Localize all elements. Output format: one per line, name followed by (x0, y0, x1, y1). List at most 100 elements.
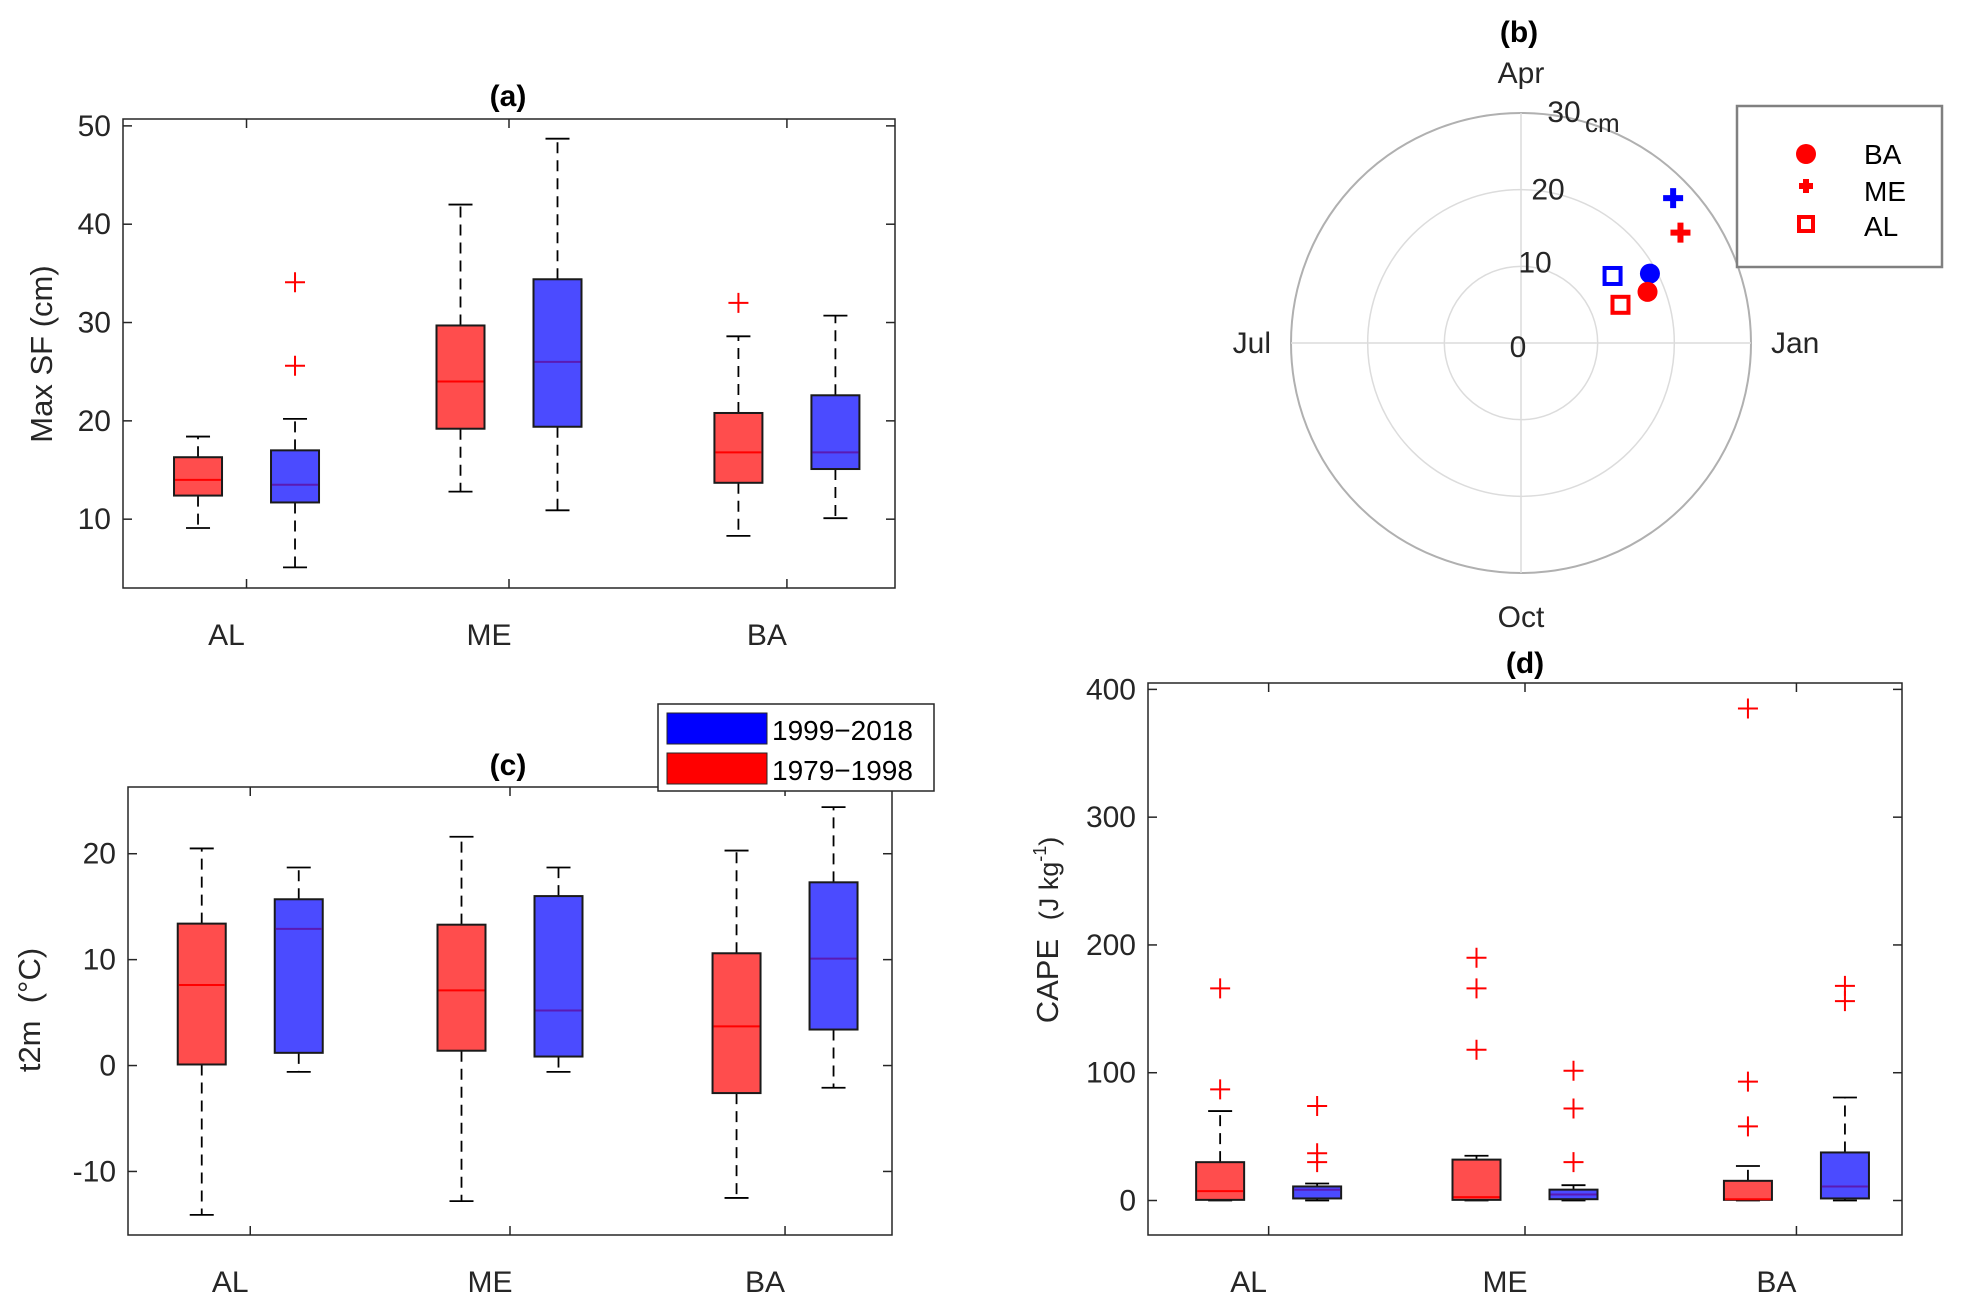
panel-a-title: (a) (490, 80, 527, 113)
y-tick-label: 10 (83, 944, 116, 977)
iqr-box (711, 952, 762, 1095)
outlier-marker (1466, 1039, 1487, 1060)
y-tick-label: 400 (1086, 673, 1136, 706)
polar-r-tick-label: 30 (1547, 96, 1580, 129)
x-category-label: AL (212, 1266, 249, 1299)
iqr-box (273, 898, 324, 1054)
polar-point-al-late (1602, 265, 1623, 286)
box-ba-late (810, 314, 861, 520)
iqr-box (435, 324, 486, 430)
iqr-box (1292, 1185, 1343, 1200)
y-tick-label: 10 (78, 503, 111, 536)
y-tick-label: 100 (1086, 1057, 1136, 1090)
outlier-marker (1307, 1095, 1328, 1116)
iqr-box (1195, 1161, 1246, 1201)
outlier-marker (285, 272, 306, 293)
iqr-box (533, 895, 584, 1058)
iqr-box (436, 923, 487, 1052)
box-me-late (533, 866, 584, 1073)
iqr-box (1451, 1158, 1502, 1201)
outlier-marker (1210, 978, 1231, 999)
x-category-label: BA (745, 1266, 785, 1299)
panel-a-plot-area: 10 20 30 40 50 AL ME BA (78, 110, 896, 652)
box-ba-early (711, 849, 762, 1199)
y-tick-label: 40 (78, 208, 111, 241)
panel-d-ylabel-close: ) (1034, 837, 1064, 846)
polar-r-tick-label: 0 (1510, 331, 1527, 364)
y-tick-label: -10 (73, 1155, 116, 1188)
box-ba-early (1722, 698, 1773, 1202)
x-category-label: ME (468, 1266, 513, 1299)
legend-marker-plus (1799, 179, 1813, 193)
outlier-marker (1307, 1143, 1328, 1164)
panel-c-t2m-boxplot: (c) t2m (°C) -10 0 10 20 AL ME BA 1999−2018 19… (12, 703, 935, 1299)
polar-r-tick-label: 10 (1518, 246, 1551, 279)
iqr-box (808, 881, 859, 1031)
y-tick-label: 30 (78, 307, 111, 340)
y-tick-label: 50 (78, 110, 111, 143)
box-me-early (1451, 947, 1502, 1202)
legend-label-ba: BA (1864, 139, 1902, 170)
outlier-marker (1737, 1071, 1758, 1092)
panel-a-max-snowfall-boxplot: (a) Max SF (cm) 10 20 30 40 50 AL ME BA (24, 80, 896, 652)
iqr-box (713, 411, 764, 484)
polar-point-al-early (1610, 294, 1631, 315)
polar-angle-label-oct: Oct (1498, 601, 1545, 634)
polar-unit-label: cm (1585, 108, 1620, 138)
box-me-early (436, 835, 487, 1203)
polar-r-tick-label: 20 (1531, 174, 1564, 207)
iqr-box (1722, 1179, 1773, 1201)
box-ba-late (808, 806, 859, 1089)
legend-swatch-1999-2018 (666, 712, 768, 745)
outlier-marker (1737, 1116, 1758, 1137)
iqr-box (532, 278, 583, 428)
box-al-early (1195, 978, 1246, 1202)
outlier-marker (1466, 978, 1487, 999)
box-me-late (532, 137, 583, 512)
panel-d-ylabel-sup: -1 (1030, 846, 1050, 862)
box-ba-late (1819, 975, 1870, 1202)
iqr-box (810, 394, 861, 471)
outlier-marker (1563, 1060, 1584, 1081)
legend-box (1735, 104, 1944, 269)
box-al-early (173, 435, 224, 529)
x-category-label: AL (1230, 1266, 1267, 1299)
panel-c-ylabel: t2m (°C) (12, 948, 47, 1072)
box-al-late (270, 272, 321, 569)
panel-b-title: (b) (1500, 16, 1538, 49)
legend-swatch-1979-1998 (666, 752, 768, 785)
panel-d-plot-area: 0 100 200 300 400 AL ME BA (1086, 673, 1903, 1299)
polar-point-ba-late (1639, 263, 1660, 284)
box-al-late (1292, 1095, 1343, 1202)
panel-d-cape-boxplot: (d) CAPE (J kg-1) 0 100 200 300 400 AL ME BA (1030, 647, 1903, 1299)
y-tick-label: 20 (78, 405, 111, 438)
polar-point-ba-early (1637, 281, 1658, 302)
outlier-marker (1737, 698, 1758, 719)
legend-label-1999-2018: 1999−2018 (772, 715, 913, 746)
panel-b-polar-plot: (b) 0 10 20 30 cm Jan Apr Jul Oct BA ME AL (1233, 16, 1944, 634)
box-al-early (176, 847, 227, 1216)
box-al-late (273, 866, 324, 1073)
panel-c-title: (c) (490, 749, 527, 782)
iqr-box (173, 456, 224, 497)
y-tick-label: 200 (1086, 929, 1136, 962)
iqr-box (1819, 1151, 1870, 1200)
outlier-marker (1210, 1079, 1231, 1100)
box-me-early (435, 203, 486, 493)
axes-frame (127, 786, 893, 1236)
y-tick-label: 300 (1086, 801, 1136, 834)
panel-d-ylabel-unit: (J kg (1034, 862, 1064, 921)
polar-point-me-late (1663, 188, 1684, 209)
panel-c-plot-area: -10 0 10 20 AL ME BA (73, 786, 893, 1299)
y-tick-label: 0 (1119, 1185, 1136, 1218)
legend-marker-circle (1796, 144, 1816, 164)
y-tick-label: 20 (83, 838, 116, 871)
box-me-late (1548, 1060, 1599, 1202)
outlier-marker (1834, 975, 1855, 996)
legend-label-me: ME (1864, 176, 1906, 207)
axes-frame (1147, 682, 1903, 1236)
panel-b-legend: BA ME AL (1735, 104, 1944, 269)
panel-c-legend: 1999−2018 1979−1998 (657, 703, 935, 792)
polar-point-me-early (1670, 222, 1691, 243)
